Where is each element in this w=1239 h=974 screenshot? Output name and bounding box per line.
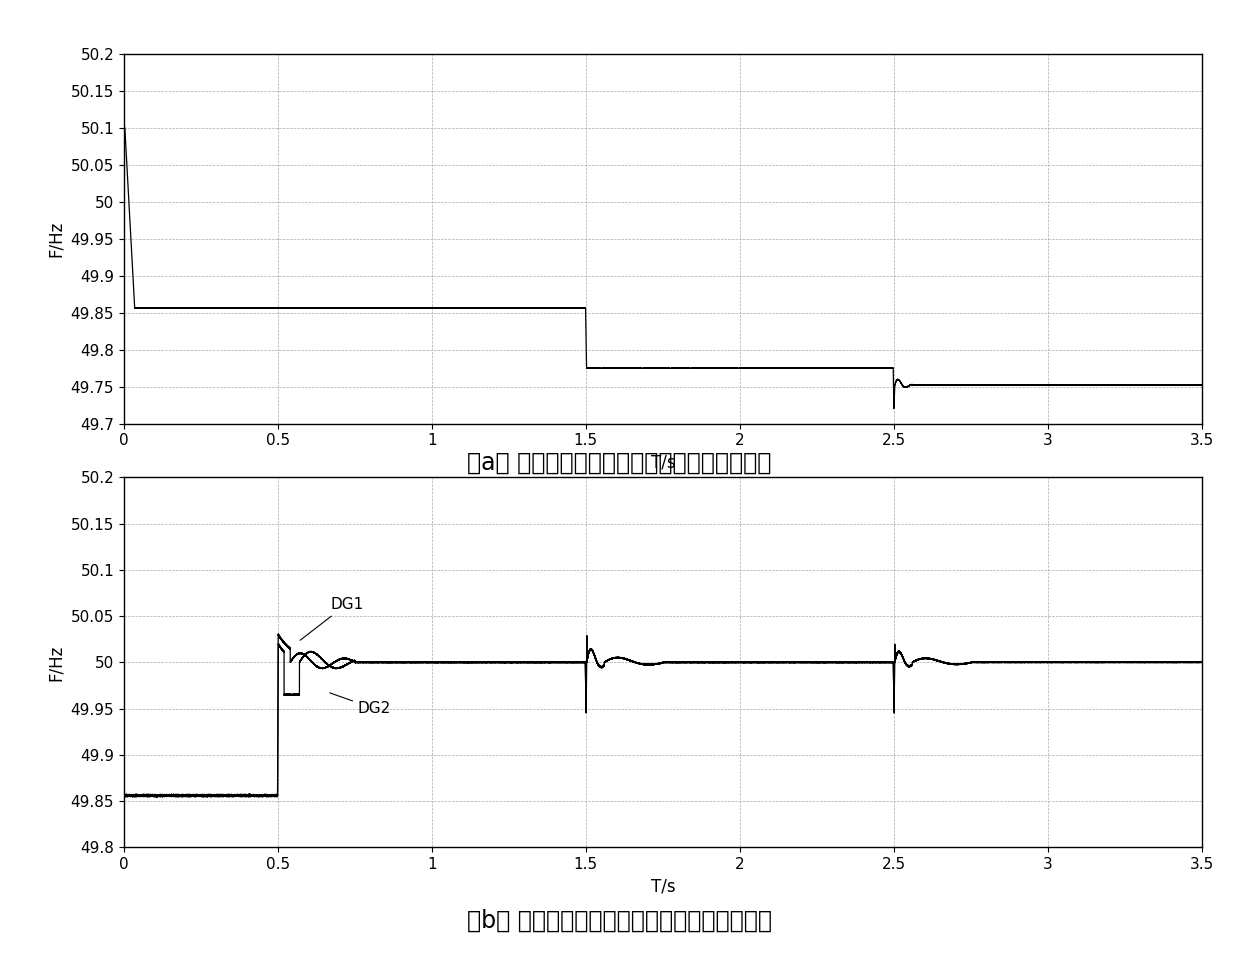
Text: （b） 加入本发明所提控制方法后系统频率波形: （b） 加入本发明所提控制方法后系统频率波形 (467, 909, 772, 932)
Text: DG2: DG2 (330, 693, 392, 716)
Y-axis label: F/Hz: F/Hz (47, 644, 64, 681)
Text: （a） 加入本发明所提控制方法前系统频率波形: （a） 加入本发明所提控制方法前系统频率波形 (467, 451, 772, 474)
X-axis label: T/s: T/s (650, 454, 675, 472)
Text: DG1: DG1 (300, 597, 363, 640)
X-axis label: T/s: T/s (650, 878, 675, 896)
Y-axis label: F/Hz: F/Hz (47, 220, 64, 257)
